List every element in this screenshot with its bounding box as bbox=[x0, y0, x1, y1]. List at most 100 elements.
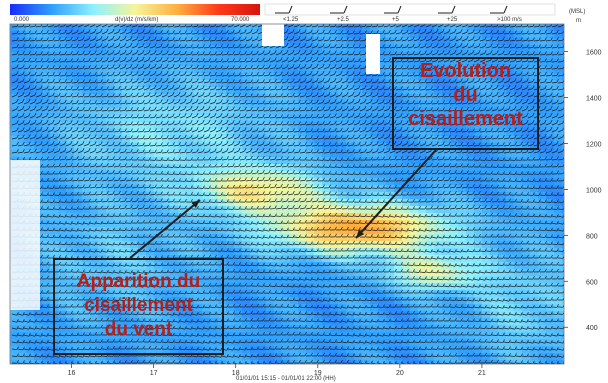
wind-barb bbox=[215, 61, 222, 63]
heatmap-cell bbox=[402, 185, 411, 193]
heatmap-cell bbox=[490, 157, 499, 165]
heatmap-cell bbox=[122, 248, 131, 256]
heatmap-cell bbox=[410, 220, 419, 228]
heatmap-cell bbox=[98, 115, 107, 123]
wind-barb-flag bbox=[538, 58, 541, 62]
heatmap-cell bbox=[346, 101, 355, 109]
wind-barb bbox=[527, 25, 534, 28]
heatmap-cell bbox=[58, 122, 67, 130]
wind-barb bbox=[179, 33, 186, 35]
wind-barb bbox=[29, 67, 35, 70]
wind-barb bbox=[131, 25, 137, 28]
heatmap-cell bbox=[82, 31, 91, 39]
heatmap-cell bbox=[354, 94, 363, 102]
heatmap-cell bbox=[546, 178, 555, 186]
heatmap-cell bbox=[418, 171, 427, 179]
heatmap-cell bbox=[442, 94, 451, 102]
wind-barb-flag bbox=[406, 72, 409, 76]
heatmap-cell bbox=[258, 234, 267, 242]
heatmap-cell bbox=[410, 122, 419, 130]
wind-barb bbox=[83, 60, 89, 63]
heatmap-cell bbox=[394, 283, 403, 291]
heatmap-cell bbox=[418, 73, 427, 81]
wind-barb bbox=[557, 32, 563, 35]
wind-barb-flag bbox=[400, 36, 403, 41]
wind-barb-flag bbox=[40, 51, 43, 55]
heatmap-cell bbox=[362, 157, 371, 165]
heatmap-cell bbox=[338, 66, 347, 74]
heatmap-cell bbox=[554, 164, 563, 172]
heatmap-cell bbox=[314, 122, 323, 130]
heatmap-cell bbox=[530, 59, 539, 67]
wind-barb bbox=[245, 24, 251, 28]
wind-barb-flag bbox=[322, 50, 325, 54]
heatmap-cell bbox=[186, 45, 195, 53]
heatmap-cell bbox=[562, 262, 564, 270]
wind-barb bbox=[203, 54, 210, 56]
heatmap-cell bbox=[170, 353, 179, 361]
heatmap-cell bbox=[442, 220, 451, 228]
heatmap-cell bbox=[82, 164, 91, 172]
wind-barb-flag bbox=[64, 58, 67, 62]
heatmap-cell bbox=[418, 297, 427, 305]
heatmap-cell bbox=[402, 311, 411, 319]
wind-barb-flag bbox=[136, 29, 139, 33]
heatmap-cell bbox=[266, 66, 275, 74]
wind-barb bbox=[431, 67, 437, 70]
heatmap-cell bbox=[562, 108, 564, 116]
wind-barb bbox=[413, 60, 419, 63]
heatmap-cell bbox=[458, 206, 467, 214]
heatmap-cell bbox=[426, 171, 435, 179]
wind-barb bbox=[203, 40, 210, 42]
wind-barb bbox=[341, 39, 348, 42]
wind-barb-flag bbox=[250, 24, 252, 26]
heatmap-cell bbox=[522, 325, 531, 333]
heatmap-cell bbox=[42, 31, 51, 39]
wind-barb bbox=[479, 59, 485, 63]
wind-barb bbox=[41, 74, 47, 77]
heatmap-cell bbox=[82, 178, 91, 186]
heatmap-cell bbox=[274, 220, 283, 228]
heatmap-cell bbox=[418, 59, 427, 67]
wind-barb-flag bbox=[256, 57, 259, 62]
heatmap-cell bbox=[562, 283, 564, 291]
wind-barb bbox=[47, 47, 54, 49]
heatmap-cell bbox=[226, 185, 235, 193]
wind-barb bbox=[215, 54, 222, 56]
heatmap-cell bbox=[282, 325, 291, 333]
heatmap-cell bbox=[178, 220, 187, 228]
heatmap-cell bbox=[210, 52, 219, 60]
heatmap-cell bbox=[114, 136, 123, 144]
heatmap-cell bbox=[122, 38, 131, 46]
heatmap-cell bbox=[250, 178, 259, 186]
barb-legend-sample-flag-5 bbox=[503, 5, 508, 14]
heatmap-cell bbox=[354, 66, 363, 74]
wind-barb-flag bbox=[310, 36, 313, 40]
wind-barb bbox=[539, 67, 546, 70]
heatmap-cell bbox=[250, 87, 259, 95]
heatmap-cell bbox=[298, 80, 307, 88]
heatmap-cell bbox=[234, 59, 243, 67]
heatmap-cell bbox=[226, 143, 235, 151]
heatmap-cell bbox=[418, 346, 427, 354]
wind-barb-flag bbox=[322, 70, 325, 75]
heatmap-cell bbox=[498, 129, 507, 137]
heatmap-cell bbox=[322, 129, 331, 137]
heatmap-cell bbox=[386, 248, 395, 256]
wind-barb bbox=[125, 59, 131, 63]
wind-barb bbox=[521, 47, 528, 49]
wind-barb bbox=[395, 32, 401, 35]
heatmap-cell bbox=[58, 325, 67, 333]
heatmap-cell bbox=[66, 171, 75, 179]
heatmap-cell bbox=[250, 157, 259, 165]
heatmap-cell bbox=[82, 150, 91, 158]
wind-barb bbox=[161, 73, 167, 77]
heatmap-cell bbox=[410, 59, 419, 67]
heatmap-cell bbox=[130, 227, 139, 235]
heatmap-cell bbox=[370, 150, 379, 158]
wind-barb bbox=[113, 31, 119, 35]
wind-barb-flag bbox=[538, 24, 541, 27]
heatmap-cell bbox=[370, 143, 379, 151]
heatmap-cell bbox=[482, 325, 491, 333]
heatmap-cell bbox=[490, 353, 499, 361]
